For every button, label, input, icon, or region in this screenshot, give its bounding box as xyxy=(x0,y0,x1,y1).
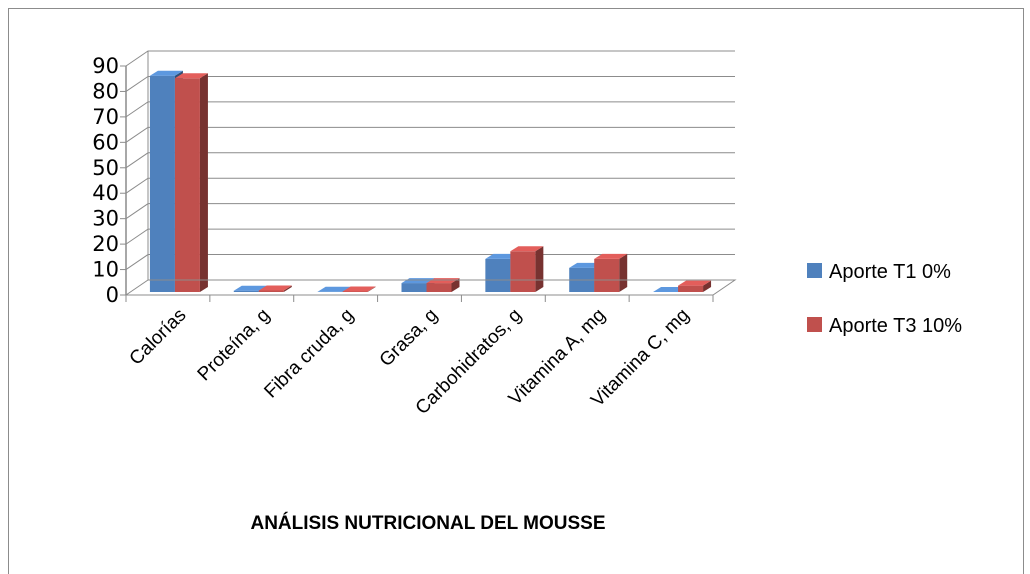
bar-front xyxy=(594,258,620,292)
bar-side xyxy=(451,278,460,292)
x-tick-label: Proteína, g xyxy=(194,305,275,386)
bar-top xyxy=(678,280,712,286)
axes xyxy=(120,65,737,302)
bar-top xyxy=(317,286,351,292)
bar-2-5 xyxy=(510,246,544,292)
x-tick-label: Calorías xyxy=(126,305,191,370)
legend-swatch xyxy=(807,263,822,278)
gridline xyxy=(125,203,735,220)
y-tick-label: 30 xyxy=(92,207,119,231)
bars xyxy=(149,70,712,293)
y-tick-label: 0 xyxy=(106,283,119,307)
x-tick-label: Grasa, g xyxy=(376,305,442,371)
bar-1-7 xyxy=(653,287,687,292)
bar-front xyxy=(401,283,427,292)
chart-frame xyxy=(8,8,1024,574)
bar-2-7 xyxy=(678,280,712,292)
bar-side xyxy=(199,73,208,293)
gridline xyxy=(125,50,735,67)
bar-2-4 xyxy=(426,278,460,292)
gridline xyxy=(125,254,735,270)
bar-top xyxy=(594,253,628,259)
bar-top xyxy=(426,278,460,284)
legend: Aporte T1 0% Aporte T3 10% xyxy=(807,261,962,337)
bar-2-3 xyxy=(342,286,376,292)
bar-side xyxy=(703,280,712,292)
bar-top xyxy=(233,285,267,291)
bar-top xyxy=(510,246,544,252)
bar-front xyxy=(342,291,368,292)
legend-swatch xyxy=(807,317,822,332)
legend-label: Aporte T3 10% xyxy=(829,315,962,337)
bar-2-2 xyxy=(258,285,292,292)
bar-front xyxy=(233,290,259,292)
bar-top xyxy=(401,278,435,284)
gridline xyxy=(125,126,735,143)
y-tick-label: 70 xyxy=(92,105,119,129)
y-tick-label: 60 xyxy=(92,130,119,154)
legend-label: Aporte T1 0% xyxy=(829,261,951,283)
y-tick-label: 20 xyxy=(92,232,119,256)
bar-2-6 xyxy=(594,253,628,292)
bar-front xyxy=(510,251,536,292)
bar-2-1 xyxy=(174,73,208,293)
y-tick-label: 40 xyxy=(92,181,119,205)
bar-front xyxy=(678,285,704,292)
y-tick-label: 80 xyxy=(92,79,119,103)
bar-top xyxy=(653,287,687,292)
bar-front xyxy=(149,75,175,292)
y-tick-label: 10 xyxy=(92,258,119,282)
bar-front xyxy=(426,283,452,292)
x-tick-label: Fibra cruda, g xyxy=(260,305,358,403)
gridline xyxy=(125,101,735,118)
bar-front xyxy=(258,290,284,292)
chart-title: ANÁLISIS NUTRICIONAL DEL MOUSSE xyxy=(250,512,605,534)
bar-top xyxy=(258,285,292,291)
gridline xyxy=(125,177,735,194)
bar-side xyxy=(283,285,292,292)
bar-side xyxy=(619,253,628,292)
bar-top xyxy=(342,286,376,292)
bar-side xyxy=(367,286,376,292)
legend-item-2: Aporte T3 10% xyxy=(807,315,962,337)
gridline xyxy=(125,75,735,92)
gridlines xyxy=(125,50,735,280)
gridline xyxy=(125,152,735,169)
bar-front xyxy=(174,78,200,293)
bar-side xyxy=(535,246,544,292)
floor xyxy=(124,279,737,296)
bar-top xyxy=(149,70,183,76)
bar-top xyxy=(569,262,603,268)
y-tick-label: 50 xyxy=(92,156,119,180)
bar-top xyxy=(174,73,208,79)
bar-top xyxy=(485,253,519,259)
bar-front xyxy=(485,258,511,292)
y-tick-label: 90 xyxy=(92,54,119,78)
legend-item-1: Aporte T1 0% xyxy=(807,261,951,283)
gridline xyxy=(125,228,735,245)
